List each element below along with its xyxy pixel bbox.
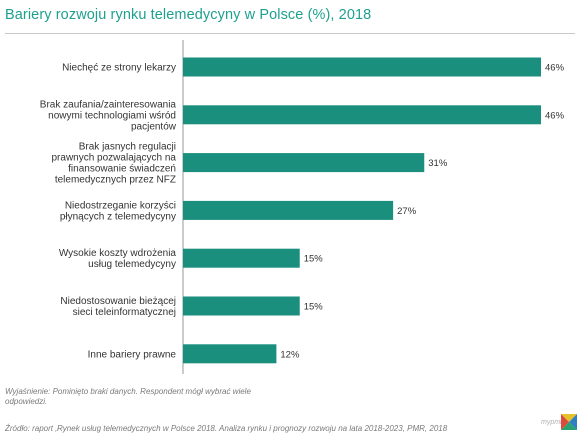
category-label-line: Wysokie koszty wdrożenia [59,248,177,259]
category-label: Brak zaufania/zainteresowania nowymi tech… [40,99,177,132]
category-label: Wysokie koszty wdrożenia usług telemedycy… [59,248,177,270]
category-label-line: finansowanie świadczeń [68,164,176,175]
title-divider [5,33,575,34]
pmr-logo-icon [561,414,577,430]
data-label: 12% [280,349,300,360]
category-label: Inne bariery prawne [88,349,177,360]
category-label-line: Niechęć ze strony lekarzy [62,63,176,74]
category-label: Niechęć ze strony lekarzy [62,63,176,74]
category-label-line: Brak zaufania/zainteresowania [40,99,177,110]
data-label: 27% [397,206,417,217]
bar [183,248,300,268]
bar-chart: 46% Niechęć ze strony lekarzy 46% Brak zauf… [40,40,565,374]
category-label-line: Niedostrzeganie korzyści [65,200,176,211]
category-label-line: nowymi technologiami wśród [48,110,176,121]
data-label: 31% [428,158,448,169]
category-label-line: Brak jasnych regulacji [79,142,176,153]
data-label: 15% [304,302,324,313]
category-label-line: płynących z telemedycyny [60,211,176,222]
source-note: Źródło: raport ‚Rynek usług telemedyczny… [5,424,448,433]
bar [183,344,277,364]
category-label-line: pacjentów [131,121,177,132]
category-label-line: Niedostosowanie bieżącej [60,296,176,307]
data-label: 46% [545,63,565,74]
category-label: Brak jasnych regulacji prawnych pozwalają… [51,142,176,186]
bar [183,57,541,77]
footnote: Wyjaśnienie: Pominięto braki danych. Res… [5,387,251,406]
brand-text: mypmr.pro [541,419,575,426]
bar [183,296,300,316]
data-label: 46% [545,110,565,121]
chart-title: Bariery rozwoju rynku telemedycyny w Pol… [5,7,372,23]
data-label: 15% [304,254,324,265]
category-label-line: usług telemedycyny [88,259,176,270]
bar [183,200,394,220]
category-label-line: sieci teleinformatycznej [73,307,176,318]
bar [183,153,425,173]
category-label: Niedostrzeganie korzyści płynących z tele… [60,200,176,222]
category-label-line: telemedycznych przez NFZ [55,175,176,186]
bar [183,105,541,125]
category-label: Niedostosowanie bieżącej sieci teleinform… [60,296,176,318]
category-label-line: prawnych pozwalających na [51,153,176,164]
category-label-line: Inne bariery prawne [88,349,177,360]
